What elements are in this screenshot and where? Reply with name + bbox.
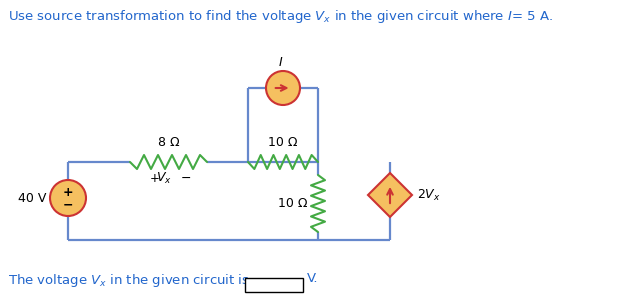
Circle shape	[50, 180, 86, 216]
Text: +: +	[63, 185, 73, 198]
Text: +: +	[150, 172, 164, 184]
Text: −: −	[180, 172, 191, 184]
Text: 10 Ω: 10 Ω	[278, 197, 308, 210]
Circle shape	[266, 71, 300, 105]
Text: $\mathit{I}$: $\mathit{I}$	[278, 56, 284, 70]
Text: 40 V: 40 V	[18, 192, 46, 205]
Polygon shape	[368, 173, 412, 217]
FancyBboxPatch shape	[245, 278, 303, 292]
Text: 10 Ω: 10 Ω	[268, 136, 298, 148]
Text: $2\mathit{V_x}$: $2\mathit{V_x}$	[417, 188, 441, 203]
Text: 8 Ω: 8 Ω	[157, 136, 179, 148]
Text: The voltage $\mathit{V_x}$ in the given circuit is: The voltage $\mathit{V_x}$ in the given …	[8, 272, 250, 289]
Text: V.: V.	[307, 272, 319, 285]
Text: Use source transformation to find the voltage $\mathit{V_x}$ in the given circui: Use source transformation to find the vo…	[8, 8, 553, 25]
Text: $\mathit{V_x}$: $\mathit{V_x}$	[156, 170, 171, 185]
Text: −: −	[63, 198, 73, 212]
